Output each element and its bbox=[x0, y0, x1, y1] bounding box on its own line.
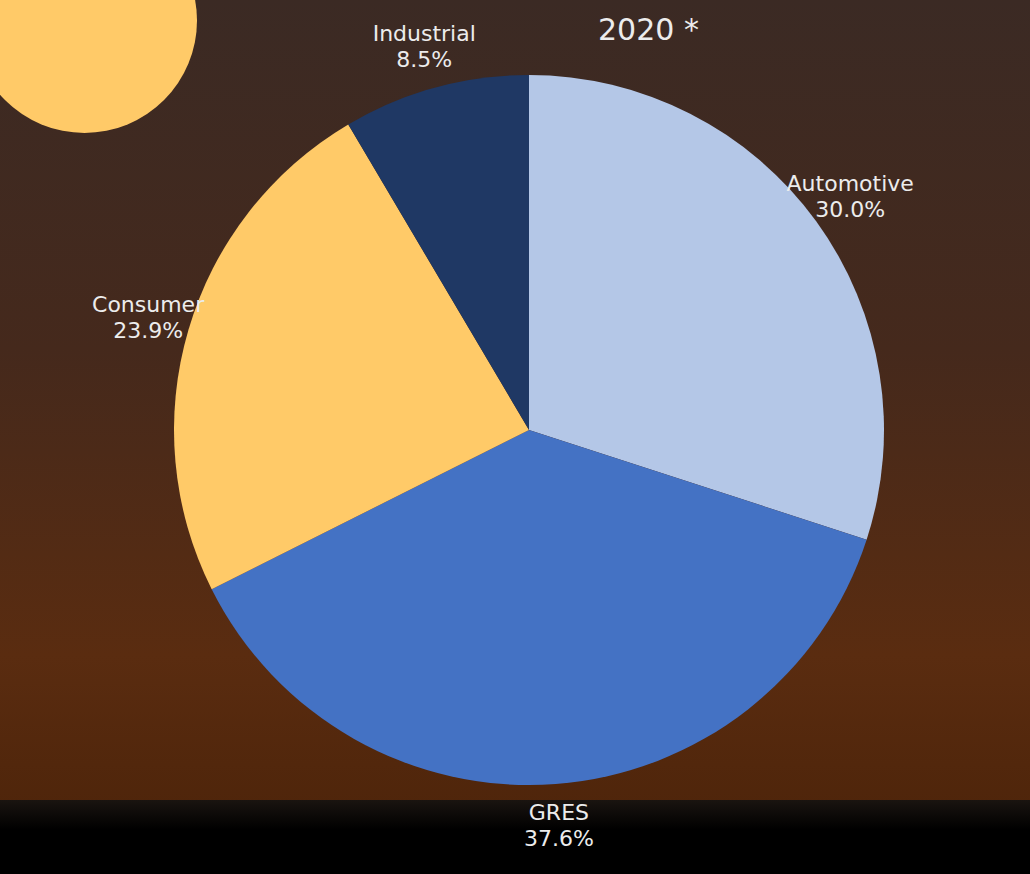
svg-text:Automotive30.0%: Automotive30.0% bbox=[787, 171, 914, 222]
svg-text:Consumer23.9%: Consumer23.9% bbox=[92, 292, 205, 343]
svg-text:GRES37.6%: GRES37.6% bbox=[524, 800, 594, 851]
svg-text:Industrial8.5%: Industrial8.5% bbox=[373, 21, 476, 72]
html-text:2020 *: 2020 * bbox=[598, 12, 699, 47]
